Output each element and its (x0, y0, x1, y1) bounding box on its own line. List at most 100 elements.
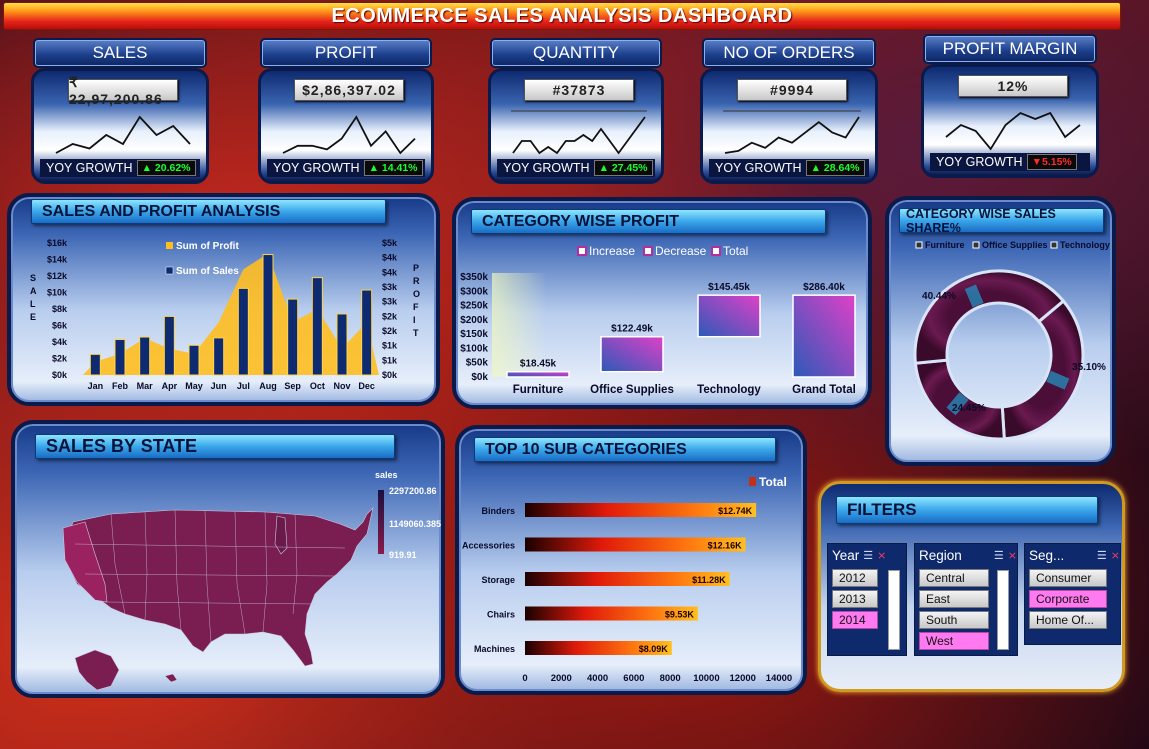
sales-bar[interactable] (361, 289, 373, 376)
y-tick: Machines (474, 644, 515, 654)
yoy-value: ▼5.15% (1026, 154, 1077, 170)
sales-bar[interactable] (311, 277, 323, 376)
sub-category-bar[interactable] (525, 537, 746, 552)
x-tick: 2000 (551, 673, 572, 684)
sales-bar[interactable] (336, 313, 348, 376)
sub-category-bar[interactable] (525, 606, 698, 621)
data-label: $8.09K (639, 644, 669, 654)
y-tick: $0k (471, 372, 488, 383)
multiselect-icon[interactable]: ☰ (1096, 549, 1107, 562)
y-right-tick: $2k (382, 311, 398, 321)
region-option[interactable]: Central (919, 569, 989, 587)
region-option[interactable]: East (919, 590, 989, 608)
year-scrollbar[interactable] (888, 570, 900, 650)
segment-filter: Seg... ☰ ⨯ Consumer Corporate Home Of... (1024, 543, 1121, 645)
segment-option[interactable]: Consumer (1029, 569, 1107, 587)
sparkline-path (282, 115, 416, 155)
segment-option[interactable]: Corporate (1029, 590, 1107, 608)
sub-category-bar[interactable] (525, 641, 672, 655)
yoy-label: YOY GROWTH (715, 161, 802, 175)
kpi-card: $2,86,397.02 YOY GROWTH ▲ 14.41% (258, 68, 434, 184)
year-filter: Year ☰ ⨯ 2012 2013 2014 (827, 543, 907, 656)
us-map: sales 2297200.86 1149060.385 919.91 (62, 470, 441, 691)
legend-item: Decrease (655, 244, 707, 258)
sales-bar[interactable] (188, 344, 200, 376)
kpi-sparkline (723, 110, 861, 154)
waterfall-bar[interactable] (506, 370, 570, 378)
clear-filter-icon[interactable]: ⨯ (1110, 549, 1120, 562)
clear-filter-icon[interactable]: ⨯ (1007, 549, 1017, 562)
sales-bar[interactable] (163, 315, 175, 376)
region-option[interactable]: West (919, 632, 989, 650)
category-share-panel: CATEGORY WISE SALES SHARE% Furniture Offi… (885, 196, 1116, 466)
x-tick: Dec (358, 381, 375, 391)
yoy-value: ▲ 20.62% (136, 160, 196, 176)
sales-state-panel: SALES BY STATE sales 2297200.86 1149060.… (11, 420, 445, 698)
y-tick: Chairs (487, 610, 515, 620)
waterfall-bar[interactable] (600, 335, 664, 373)
y-tick: Binders (481, 506, 515, 516)
data-label: $12.74K (718, 506, 753, 516)
y-left-tick: $12k (47, 271, 68, 281)
year-option[interactable]: 2014 (832, 611, 878, 629)
multiselect-icon[interactable]: ☰ (993, 549, 1004, 562)
x-tick: 4000 (587, 673, 608, 684)
kpi-label: PROFIT (260, 38, 432, 68)
x-tick: 0 (522, 673, 527, 684)
waterfall-bar[interactable] (792, 294, 856, 378)
sales-bar[interactable] (237, 287, 249, 376)
clear-filter-icon[interactable]: ⨯ (877, 549, 887, 562)
region-filter: Region ☰ ⨯ Central East South West (914, 543, 1018, 656)
sub-category-bar[interactable] (525, 572, 730, 586)
dashboard-title: ECOMMERCE SALES ANALYSIS DASHBOARD (3, 2, 1121, 30)
legend-swatch (1050, 241, 1058, 249)
region-option[interactable]: South (919, 611, 989, 629)
yoy-value: ▲ 27.45% (593, 160, 653, 176)
kpi-value: 12% (958, 75, 1068, 97)
kpi-card: #9994 YOY GROWTH ▲ 28.64% (700, 68, 878, 184)
map-legend-max: 2297200.86 (389, 486, 437, 496)
multiselect-icon[interactable]: ☰ (863, 549, 874, 562)
y-tick: $350k (460, 272, 488, 283)
donut-slice[interactable] (913, 269, 1066, 365)
yoy-label: YOY GROWTH (503, 161, 590, 175)
y-tick: $50k (466, 358, 489, 369)
kpi-label: NO OF ORDERS (702, 38, 876, 68)
y-right-tick: $1k (382, 341, 398, 351)
year-option[interactable]: 2012 (832, 569, 878, 587)
donut-slice[interactable] (1000, 298, 1085, 441)
y-right-label: R (413, 276, 420, 286)
y-right-tick: $4k (382, 267, 398, 277)
sales-bar[interactable] (287, 298, 299, 376)
y-tick: $150k (460, 329, 488, 340)
year-option[interactable]: 2013 (832, 590, 878, 608)
segment-option[interactable]: Home Of... (1029, 611, 1107, 629)
segment-filter-label: Seg... (1029, 547, 1065, 563)
sales-bar[interactable] (213, 337, 225, 376)
sales-bar[interactable] (262, 254, 274, 376)
year-filter-label: Year (832, 547, 860, 563)
waterfall-bar[interactable] (697, 294, 761, 338)
category-profit-chart: $0k $50k $100k $150k $200k $250k $300k $350k $18… (460, 244, 856, 396)
sub-category-bar[interactable] (525, 503, 757, 517)
y-left-tick: $14k (47, 255, 68, 265)
kpi-card: #37873 YOY GROWTH ▲ 27.45% (488, 68, 664, 184)
legend-sales: Sum of Sales (176, 266, 239, 277)
panel-title: CATEGORY WISE SALES SHARE% (899, 207, 1104, 235)
legend-item: Technology (1060, 240, 1110, 250)
x-tick: Jun (211, 381, 227, 391)
y-tick: $300k (460, 286, 488, 297)
y-tick: $200k (460, 315, 488, 326)
sales-bar[interactable] (139, 336, 151, 376)
kpi-sparkline (511, 110, 647, 155)
region-scrollbar[interactable] (997, 570, 1009, 650)
sales-bar[interactable] (114, 339, 126, 376)
legend-item: Total (723, 244, 748, 258)
kpi-label: PROFIT MARGIN (923, 34, 1097, 64)
x-tick: Feb (112, 381, 129, 391)
x-tick: Mar (137, 381, 154, 391)
state-shapes[interactable] (62, 507, 374, 691)
yoy-growth: YOY GROWTH ▲ 28.64% (709, 159, 869, 177)
x-tick: 14000 (766, 673, 792, 684)
sales-bar[interactable] (89, 353, 101, 376)
